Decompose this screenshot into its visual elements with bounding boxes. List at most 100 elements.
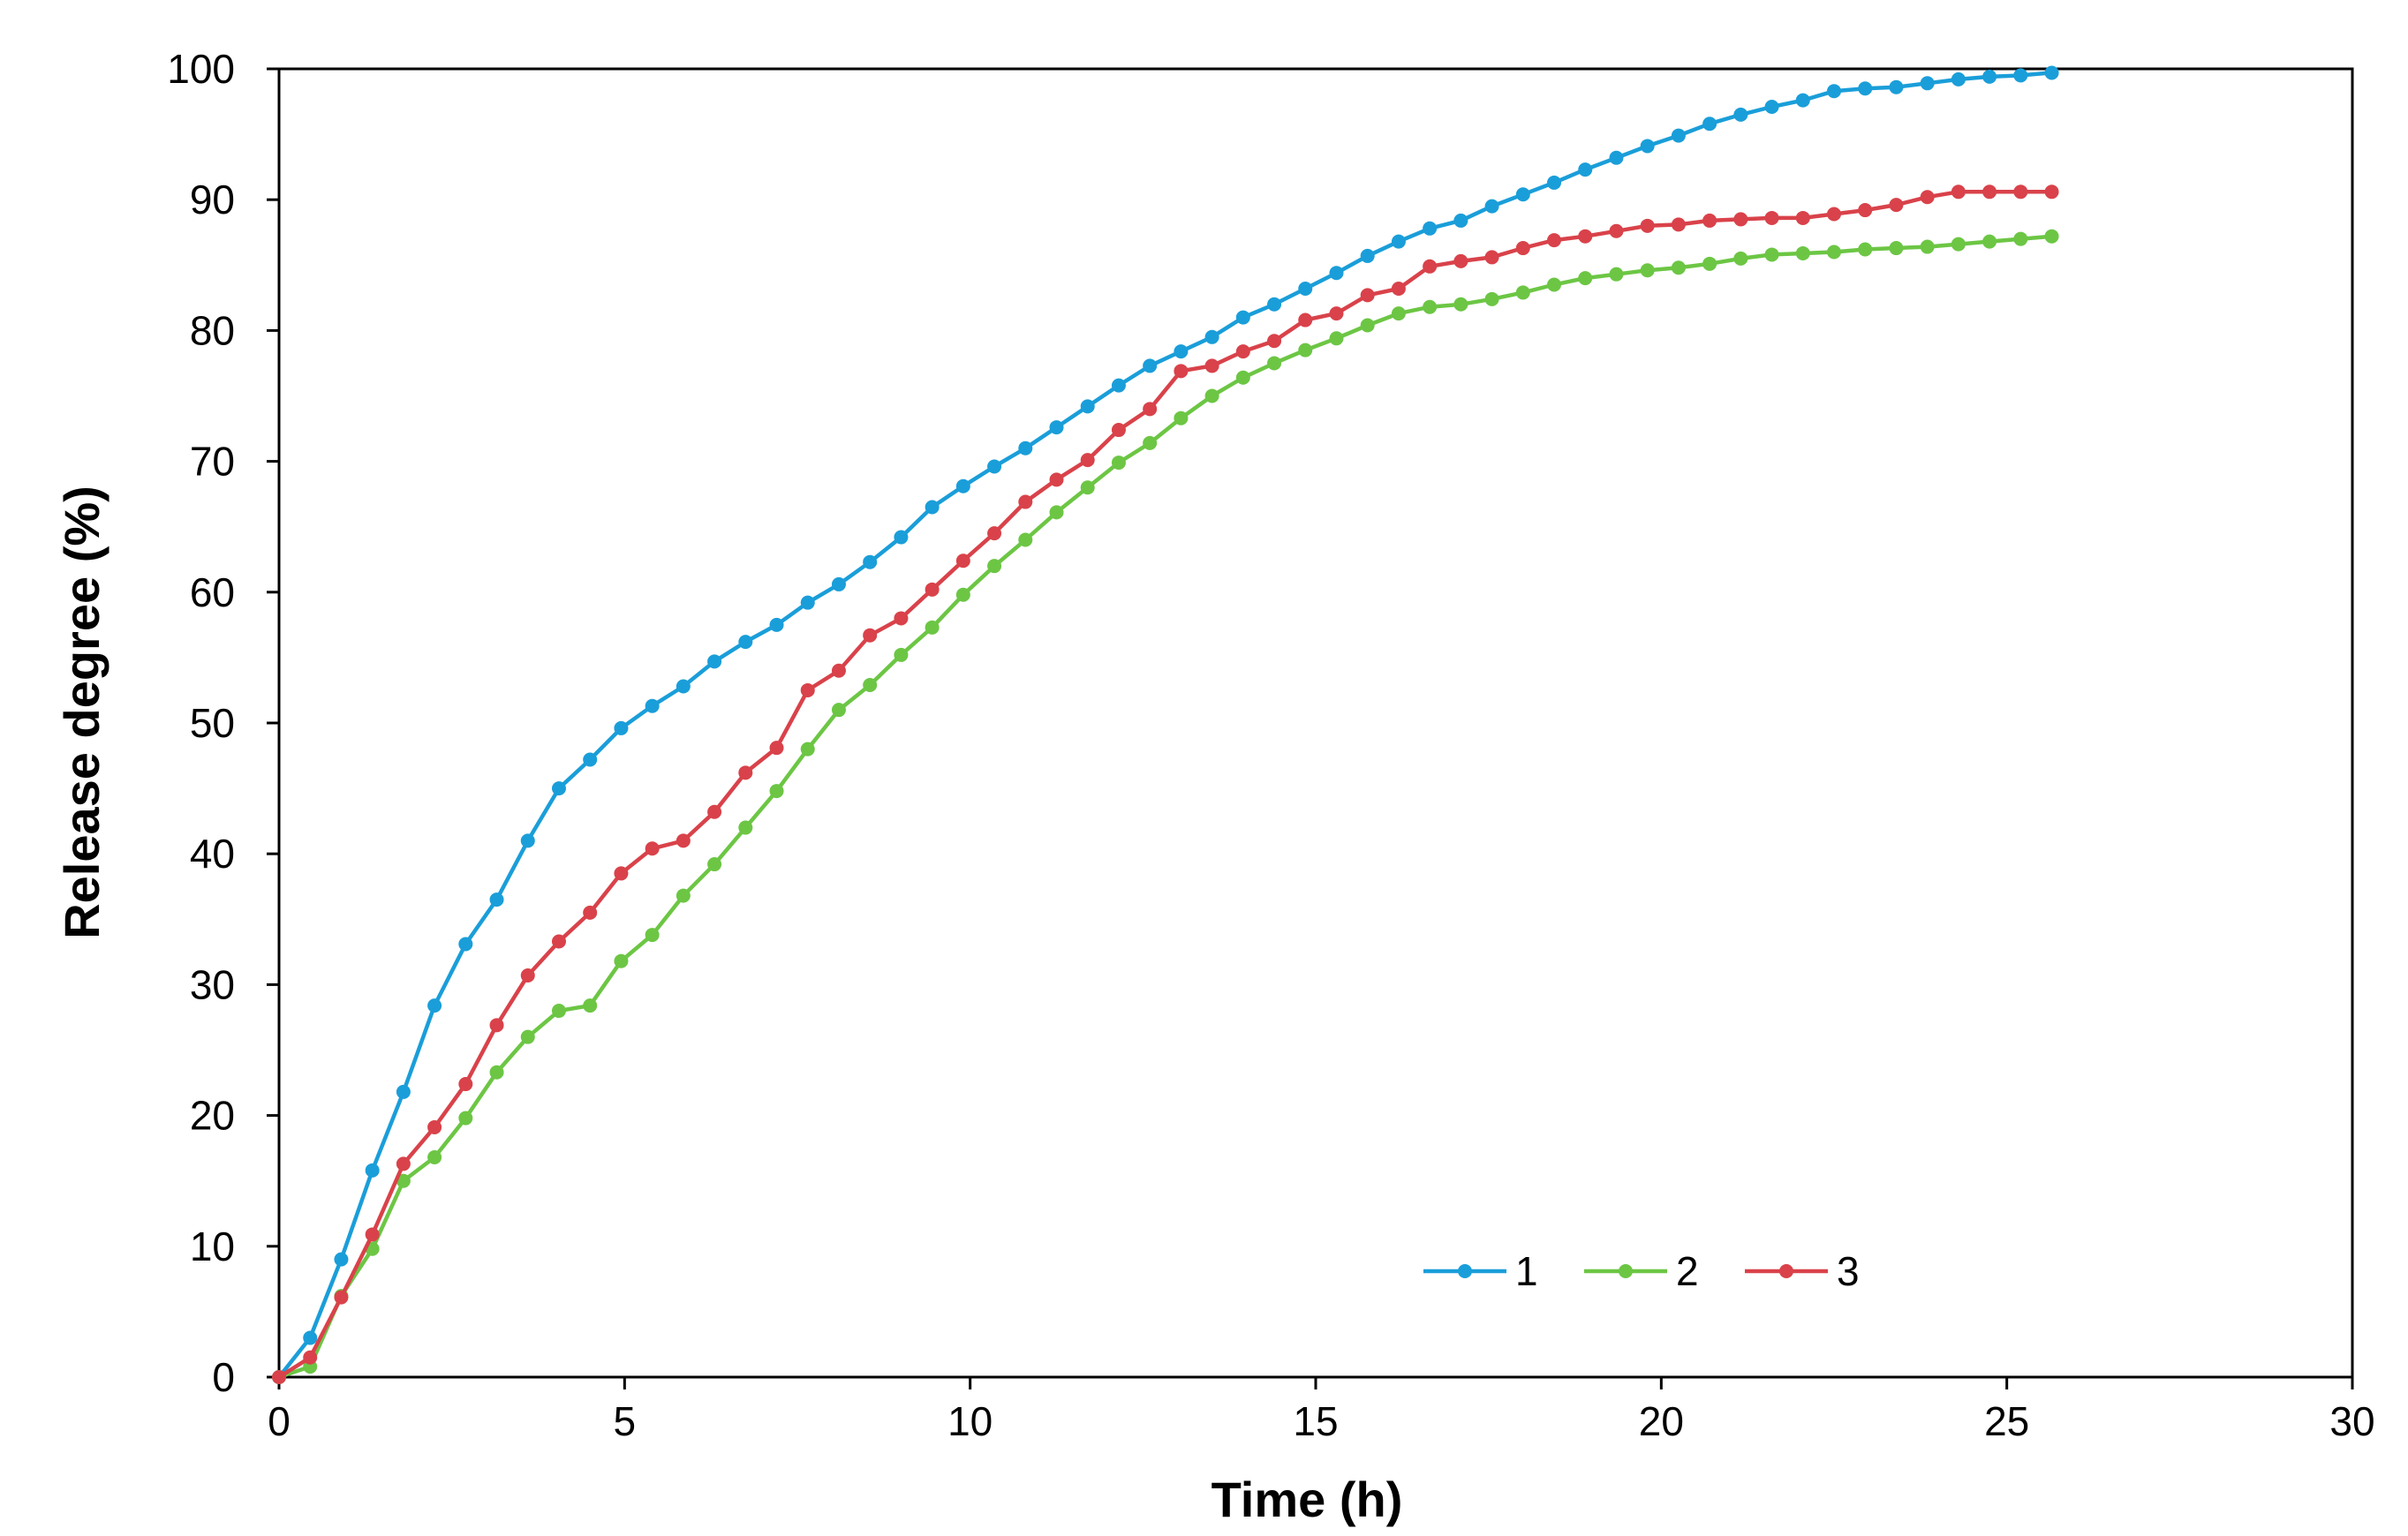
- series-1-point: [1578, 162, 1593, 177]
- series-3-point: [1453, 253, 1468, 268]
- y-tick-label: 60: [190, 569, 235, 615]
- series-2-point: [1671, 260, 1686, 275]
- series-3-point: [334, 1290, 349, 1305]
- legend-label: 2: [1676, 1248, 1699, 1294]
- series-1-point: [800, 595, 815, 610]
- series-3-point: [1143, 402, 1158, 417]
- series-1-point: [1547, 175, 1562, 190]
- series-3-point: [303, 1350, 318, 1365]
- series-2-point: [1329, 331, 1344, 346]
- series-3-point: [1204, 358, 1219, 373]
- series-1-point: [520, 833, 535, 848]
- series-3-point: [1827, 207, 1841, 222]
- series-1-point: [365, 1163, 380, 1178]
- y-tick-label: 30: [190, 961, 235, 1007]
- series-3-point: [520, 968, 535, 983]
- series-1: [272, 65, 2059, 1384]
- series-1-point: [1609, 150, 1624, 165]
- x-axis-title: Time (h): [1212, 1472, 1403, 1527]
- series-2-point: [551, 1004, 566, 1019]
- series-1-point: [427, 998, 442, 1013]
- series-1-point: [645, 698, 660, 713]
- series-3-point: [1174, 364, 1189, 379]
- series-3-point: [1640, 218, 1655, 233]
- series-3-point: [2044, 184, 2059, 200]
- series-1-point: [458, 937, 473, 952]
- series-1-point: [1111, 378, 1126, 393]
- y-tick-label: 80: [190, 307, 235, 353]
- series-3-point: [1795, 210, 1810, 225]
- series-3-point: [1111, 423, 1126, 438]
- series-3-point: [894, 611, 909, 626]
- series-1-point: [1515, 187, 1530, 202]
- series-3-line: [277, 190, 2052, 1379]
- series-3-point: [769, 741, 784, 756]
- series-1-point: [987, 459, 1002, 474]
- series-1-point: [489, 892, 504, 907]
- series-3-point: [1329, 306, 1344, 321]
- series-2-point: [1764, 247, 1779, 262]
- series-3-point: [1391, 281, 1406, 296]
- legend: 1 2 3: [1423, 1248, 1860, 1294]
- y-tick-label: 100: [167, 46, 235, 92]
- series-2-point: [1515, 285, 1530, 300]
- y-tick-label: 40: [190, 831, 235, 877]
- series-1-point: [1764, 99, 1779, 114]
- series-3-point: [1578, 229, 1593, 244]
- series-1-point: [614, 720, 629, 735]
- series-3-point: [1951, 184, 1966, 200]
- series-3-point: [1423, 259, 1438, 274]
- series-3-point: [676, 833, 691, 848]
- series-3-point: [272, 1370, 286, 1384]
- series-2-point: [1920, 239, 1935, 254]
- series-3-point: [551, 934, 566, 949]
- x-tick-label: 20: [1639, 1398, 1684, 1444]
- series-3-point: [987, 526, 1002, 541]
- series-2-point: [1235, 370, 1250, 385]
- series-3-point: [707, 804, 722, 819]
- legend-label: 3: [1837, 1248, 1860, 1294]
- series-2-point: [800, 742, 815, 757]
- series-1-point: [1484, 199, 1499, 214]
- series-2-point: [738, 820, 753, 835]
- series-1-point: [1640, 139, 1655, 154]
- series-2-point: [427, 1150, 442, 1165]
- x-tick-label: 15: [1293, 1398, 1338, 1444]
- series-3-point: [2013, 184, 2028, 200]
- series-1-point: [583, 752, 598, 767]
- x-tick-label: 25: [1984, 1398, 2029, 1444]
- series-2-point: [1982, 234, 1997, 249]
- legend-swatch-marker: [1458, 1264, 1472, 1278]
- series-2-point: [1423, 299, 1438, 314]
- series-3-point: [1080, 453, 1095, 468]
- x-tick-label: 30: [2329, 1398, 2374, 1444]
- series-2-point: [396, 1173, 411, 1188]
- series-1-point: [1795, 93, 1810, 108]
- series-3-point: [489, 1018, 504, 1033]
- y-tick-label: 10: [190, 1224, 235, 1269]
- series-1-point: [1360, 248, 1375, 263]
- series-2-point: [863, 678, 878, 693]
- series-2-point: [925, 620, 940, 635]
- series-3-point: [365, 1227, 380, 1242]
- series-2-point: [614, 953, 629, 968]
- series-1-point: [1453, 213, 1468, 228]
- series-3-point: [1267, 334, 1282, 349]
- series-1-point: [1298, 281, 1313, 296]
- series-2-point: [831, 703, 846, 718]
- series-2-point: [1795, 245, 1810, 260]
- series-1-point: [863, 554, 878, 569]
- series-2-point: [676, 888, 691, 903]
- series-3-point: [614, 866, 629, 881]
- series-3-point: [1298, 312, 1313, 328]
- series-1-point: [303, 1330, 318, 1345]
- series-1-point: [1858, 81, 1873, 96]
- series-1-line: [277, 71, 2052, 1379]
- series-2-point: [987, 559, 1002, 574]
- y-tick-label: 90: [190, 177, 235, 222]
- series-3-point: [1702, 213, 1717, 228]
- series-1-point: [1702, 117, 1717, 132]
- series-2-point: [2044, 229, 2059, 244]
